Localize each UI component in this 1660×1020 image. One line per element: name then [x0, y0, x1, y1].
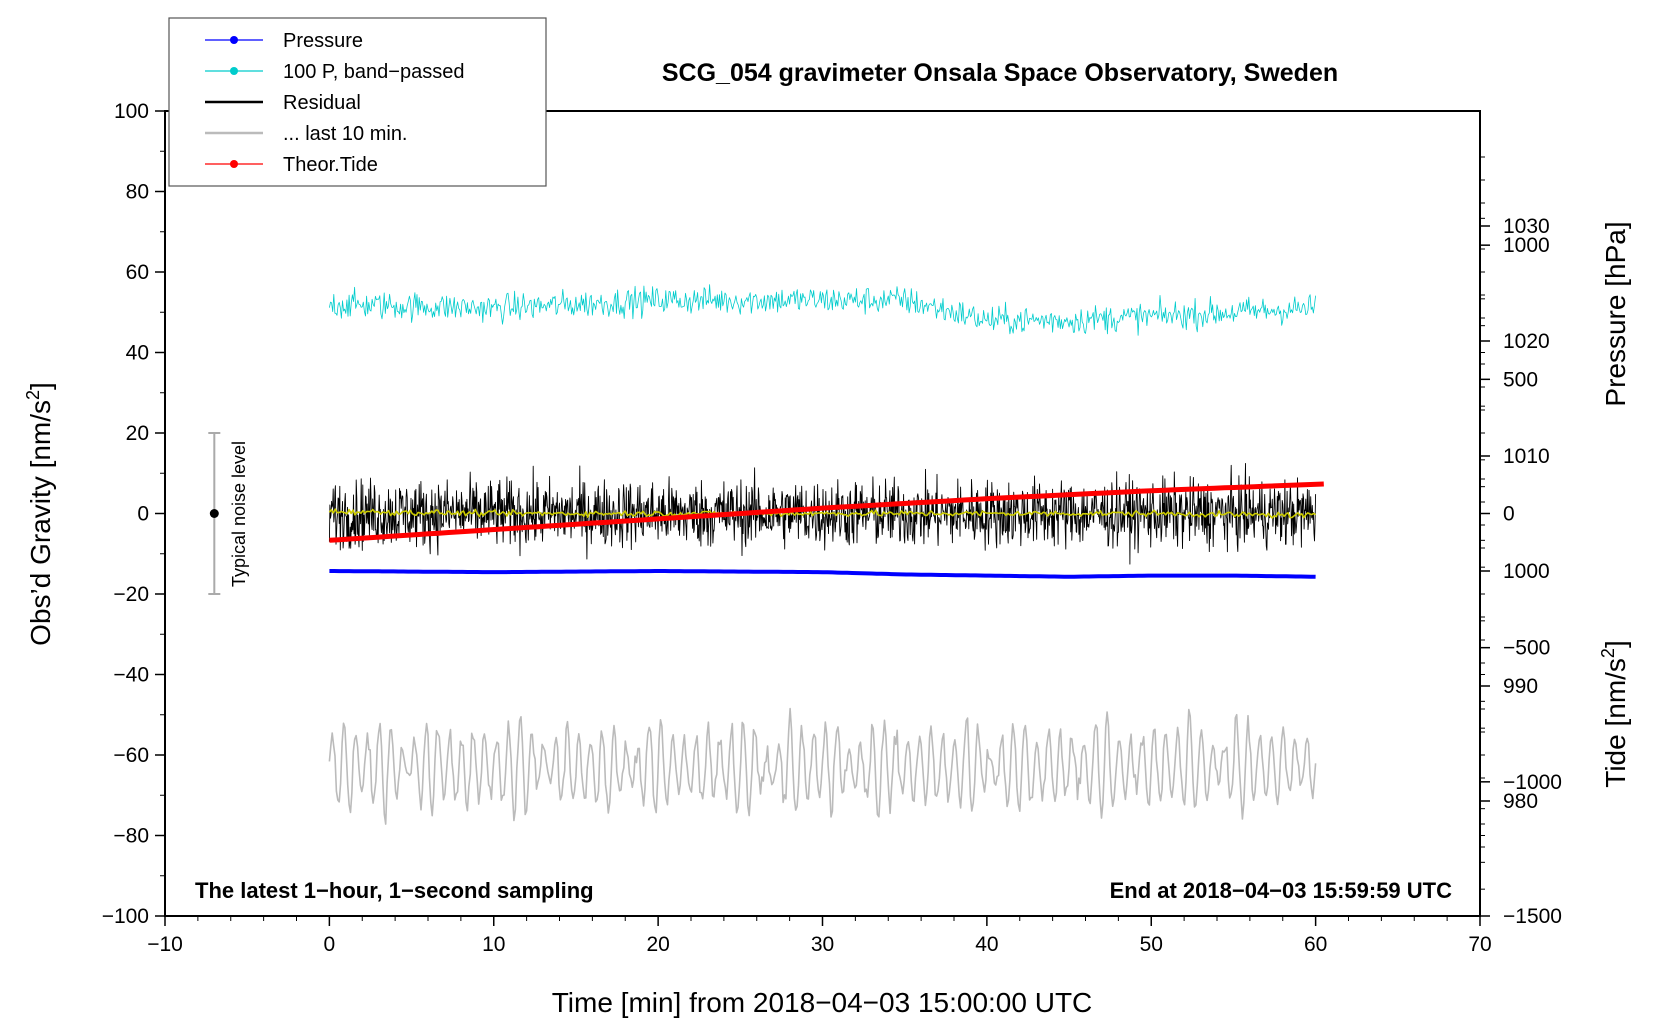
y-axis-title-tide-sup: 2	[1598, 648, 1618, 658]
tide-tick-label: −500	[1503, 637, 1550, 660]
pressure-tick-label: 1020	[1503, 330, 1550, 353]
y-tick-label: −100	[102, 905, 149, 928]
y-tick-label: 60	[126, 261, 149, 284]
y-axis-title-tide: Tide [nm/s2]	[1598, 640, 1631, 787]
y-tick-label: −80	[113, 825, 149, 848]
y-tick-label: 100	[114, 100, 149, 123]
legend-items: Pressure 100 P, band−passed Residual ... la…	[205, 30, 464, 176]
legend-label: Pressure	[283, 30, 363, 52]
legend-marker	[230, 67, 238, 75]
series-line-100-p-band-passed	[329, 284, 1316, 336]
x-tick-label: 60	[1304, 933, 1327, 956]
x-tick-label: 70	[1468, 933, 1491, 956]
series-line-residual-smoothed	[328, 508, 1317, 519]
noise-dot	[209, 509, 219, 518]
data-layer	[328, 284, 1324, 825]
series-line-last-10-min	[328, 707, 1317, 825]
y-axis-title-tide-end: ]	[1600, 640, 1631, 648]
x-tick-label: 20	[646, 933, 669, 956]
noise-indicator: Typical noise level	[208, 432, 249, 595]
ticks-layer: −10 0 10 20 30 40 50 60 70−100−80−60−40−20020406…	[102, 100, 1562, 956]
chart-title: SCG_054 gravimeter Onsala Space Observat…	[662, 59, 1338, 87]
y-axis-title-left-sup: 2	[23, 390, 43, 400]
x-tick-label: −10	[147, 933, 183, 956]
note-left: The latest 1−hour, 1−second sampling	[195, 878, 594, 903]
legend-label: ... last 10 min.	[283, 123, 408, 145]
y-tick-label: 0	[137, 503, 149, 526]
y-tick-label: 20	[126, 422, 149, 445]
y-axis-title-left-end: ]	[25, 382, 56, 390]
legend-marker	[230, 160, 238, 168]
tide-tick-label: 500	[1503, 368, 1538, 391]
series-line-residual	[328, 462, 1317, 565]
pressure-tick-label: 980	[1503, 790, 1538, 813]
y-axis-title-tide-main: Tide [nm/s	[1600, 658, 1631, 788]
legend-marker	[230, 36, 238, 44]
x-tick-label: 10	[482, 933, 505, 956]
pressure-tick-label: 1010	[1503, 445, 1550, 468]
legend-label: Theor.Tide	[283, 154, 378, 176]
y-tick-label: 40	[126, 342, 149, 365]
x-tick-label: 50	[1140, 933, 1163, 956]
y-tick-label: −60	[113, 744, 149, 767]
x-tick-label: 0	[324, 933, 336, 956]
noise-label: Typical noise level	[229, 441, 249, 587]
x-axis-title: Time [min] from 2018−04−03 15:00:00 UTC	[552, 987, 1093, 1018]
y-tick-label: 80	[126, 181, 149, 204]
series-line-theor-tide	[329, 481, 1324, 543]
x-tick-label: 30	[811, 933, 834, 956]
pressure-tick-label: 1030	[1503, 215, 1550, 238]
pressure-tick-label: 1000	[1503, 560, 1550, 583]
legend-label: Residual	[283, 92, 361, 114]
tide-tick-label: −1000	[1503, 771, 1562, 794]
note-right: End at 2018−04−03 15:59:59 UTC	[1110, 878, 1453, 903]
x-tick-label: 40	[975, 933, 998, 956]
y-axis-title-left: Obs’d Gravity [nm/s2]	[23, 382, 56, 646]
legend-label: 100 P, band−passed	[283, 61, 464, 83]
legend: Pressure 100 P, band−passed Residual ... la…	[168, 17, 547, 187]
y-axis-title-left-main: Obs’d Gravity [nm/s	[25, 400, 56, 646]
y-tick-label: −40	[113, 664, 149, 687]
series-line-pressure	[329, 569, 1316, 579]
y-axis-title-pressure: Pressure [hPa]	[1600, 221, 1631, 406]
y-tick-label: −20	[113, 583, 149, 606]
tide-tick-label: −1500	[1503, 905, 1562, 928]
pressure-tick-label: 990	[1503, 675, 1538, 698]
tide-tick-label: 1000	[1503, 234, 1550, 257]
tide-tick-label: 0	[1503, 503, 1515, 526]
